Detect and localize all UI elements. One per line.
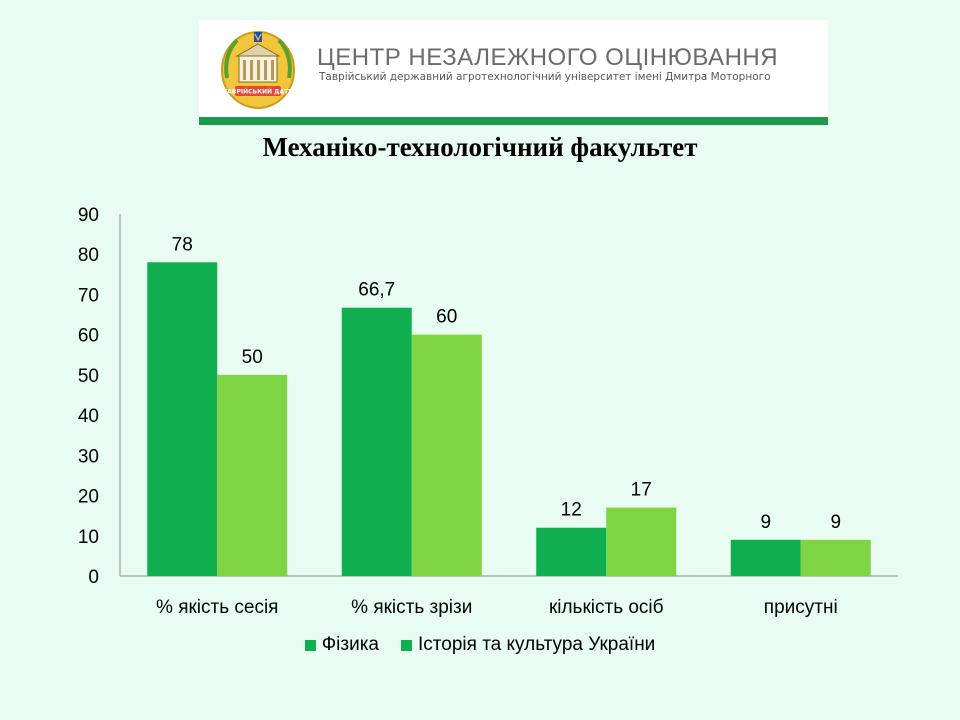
legend-item-physics: Фізика xyxy=(304,634,379,656)
header-banner: ТАВРІЙСЬКИЙ ДАТУ ЦЕНТР НЕЗАЛЕЖНОГО ОЦІНЮ… xyxy=(199,20,828,117)
bar xyxy=(536,527,607,576)
data-label: 17 xyxy=(631,480,652,501)
y-tick-label: 90 xyxy=(78,205,99,226)
bar xyxy=(217,374,288,576)
y-tick-label: 80 xyxy=(78,245,99,266)
legend-swatch xyxy=(304,639,316,651)
y-tick-label: 30 xyxy=(78,446,99,467)
org-subtitle: Таврійський державний агротехнологічний … xyxy=(319,71,771,83)
x-tick-label: % якість сесія xyxy=(156,597,278,618)
bar xyxy=(730,539,801,576)
data-label: 66,7 xyxy=(358,280,395,301)
legend-label: Історія та культура України xyxy=(418,634,656,655)
y-tick-label: 0 xyxy=(88,567,99,588)
bar xyxy=(411,334,482,576)
chart-legend: Фізика Історія та культура України xyxy=(0,634,960,656)
bar xyxy=(147,262,218,576)
data-label: 9 xyxy=(760,512,771,533)
x-tick-label: присутні xyxy=(764,597,838,618)
y-tick-label: 60 xyxy=(78,326,99,347)
data-label: 78 xyxy=(172,234,193,255)
banner-accent-rule xyxy=(199,117,828,125)
y-tick-label: 70 xyxy=(78,285,99,306)
bar xyxy=(606,507,677,576)
university-crest-icon: ТАВРІЙСЬКИЙ ДАТУ xyxy=(221,31,295,109)
y-tick-label: 50 xyxy=(78,366,99,387)
bar xyxy=(341,307,412,576)
y-tick-label: 40 xyxy=(78,406,99,427)
bar xyxy=(800,539,871,576)
x-tick-label: кількість осіб xyxy=(549,597,664,618)
legend-label: Фізика xyxy=(321,634,379,655)
legend-item-history: Історія та культура України xyxy=(401,634,655,656)
org-name: ЦЕНТР НЕЗАЛЕЖНОГО ОЦІНЮВАННЯ xyxy=(317,44,779,71)
data-label: 60 xyxy=(436,307,457,328)
logo-ribbon-text: ТАВРІЙСЬКИЙ ДАТУ xyxy=(223,88,293,96)
data-label: 9 xyxy=(830,512,841,533)
legend-swatch xyxy=(401,639,412,651)
data-label: 12 xyxy=(561,500,582,521)
data-label: 50 xyxy=(242,347,263,368)
y-tick-label: 10 xyxy=(78,527,99,548)
x-tick-label: % якість зрізи xyxy=(351,597,472,618)
chart-title: Механіко-технологічний факультет xyxy=(262,132,698,162)
y-tick-label: 20 xyxy=(78,487,99,508)
